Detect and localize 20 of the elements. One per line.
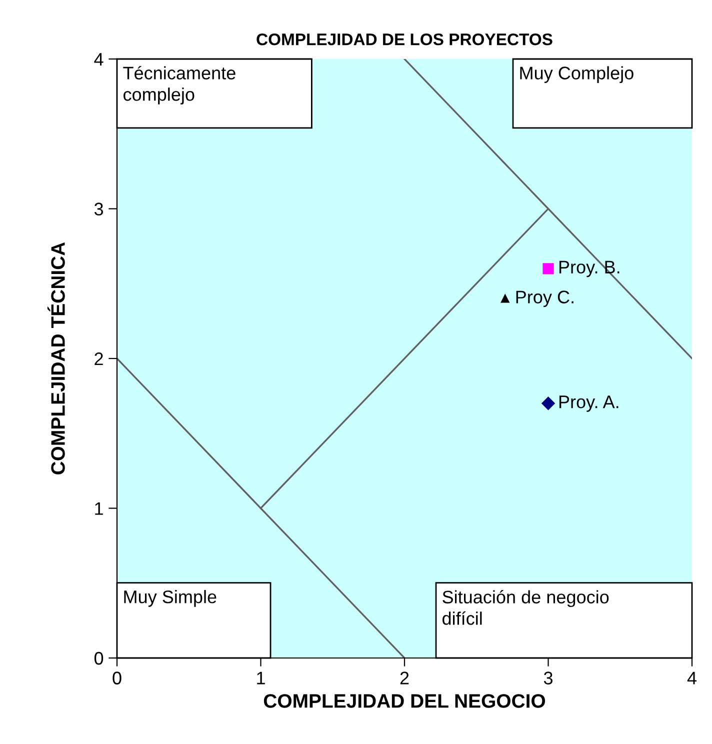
y-tick-label: 0 <box>94 652 104 665</box>
x-tick-label: 2 <box>400 672 409 684</box>
x-axis-title: COMPLEJIDAD DEL NEGOCIO <box>264 694 546 708</box>
y-tick-label: 4 <box>94 53 104 66</box>
series-label: Proy. A. <box>559 396 618 412</box>
x-tick-label: 3 <box>544 672 552 684</box>
series-label: Proy. B. <box>559 260 620 278</box>
x-tick-label: 1 <box>257 672 265 684</box>
y-tick-label: 3 <box>94 202 104 216</box>
y-tick-label: 1 <box>95 502 103 515</box>
x-tick-label: 4 <box>687 672 696 684</box>
annotation: Técnicamente complejo <box>123 66 236 104</box>
annotation: Muy Complejo <box>520 66 634 84</box>
y-axis-title: COMPLEJIDAD TÉCNICA <box>48 242 65 474</box>
annotation: Situación de negocio difícil <box>442 590 609 625</box>
y-tick-label: 2 <box>94 352 103 366</box>
chart-title: COMPLEJIDAD DE LOS PROYECTOS <box>256 33 552 46</box>
series-label: Proy C. <box>516 290 574 308</box>
x-tick-label: 0 <box>112 672 122 684</box>
annotation: Muy Simple <box>124 590 216 607</box>
